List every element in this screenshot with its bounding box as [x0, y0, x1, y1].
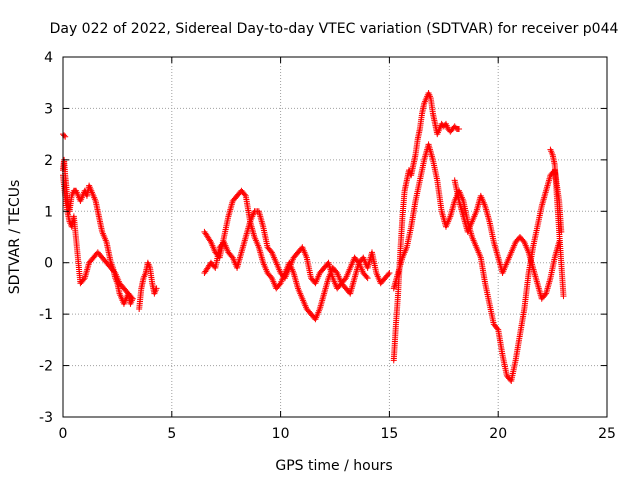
series-p044-g	[390, 141, 565, 384]
series-p044-f	[390, 90, 463, 364]
axis-ticks: 0 5 10 15 20 25 -3 -2 -1 0 1 2 3 4	[39, 50, 616, 442]
data-point	[111, 268, 118, 275]
data-series	[60, 90, 567, 384]
series-p044-e	[201, 208, 371, 292]
data-point	[520, 237, 527, 244]
data-point	[386, 270, 393, 276]
data-point	[333, 268, 340, 275]
x-axis-label: GPS time / hours	[275, 458, 392, 474]
data-point	[494, 325, 501, 332]
x-tick-label: 25	[598, 426, 616, 442]
x-tick-label: 0	[59, 426, 68, 442]
chart-title: Day 022 of 2022, Sidereal Day-to-day VTE…	[50, 21, 619, 37]
y-tick-label: 1	[44, 204, 53, 220]
series-p044-c	[136, 259, 160, 312]
x-tick-label: 20	[489, 426, 507, 442]
plot-frame	[62, 56, 608, 418]
y-axis-label: SDTVAR / TECUs	[7, 180, 23, 295]
x-tick-label: 15	[380, 426, 398, 442]
data-point	[385, 271, 392, 278]
data-point	[128, 294, 135, 301]
series-p044	[60, 156, 136, 307]
x-tick-label: 10	[272, 426, 290, 442]
y-tick-label: -2	[39, 359, 53, 375]
x-tick-label: 5	[167, 426, 176, 442]
data-point	[207, 237, 214, 244]
grid	[63, 57, 607, 417]
y-tick-label: 0	[44, 256, 53, 272]
data-point	[61, 132, 68, 139]
series-p044-i	[60, 131, 567, 300]
y-tick-label: 2	[44, 153, 53, 169]
data-point	[560, 293, 567, 300]
series-p044-b	[60, 172, 136, 302]
data-point	[456, 126, 463, 132]
data-point	[363, 273, 370, 280]
y-tick-label: 3	[44, 101, 53, 117]
data-point	[153, 285, 160, 292]
data-point	[241, 191, 248, 198]
data-point	[364, 275, 371, 282]
y-tick-label: -1	[39, 307, 53, 323]
data-point	[267, 273, 274, 280]
data-point	[80, 276, 87, 283]
series-p044-h	[451, 177, 563, 302]
data-point	[129, 295, 136, 302]
data-point	[341, 276, 348, 283]
y-tick-label: 4	[44, 50, 53, 66]
y-tick-label: -3	[39, 410, 53, 426]
